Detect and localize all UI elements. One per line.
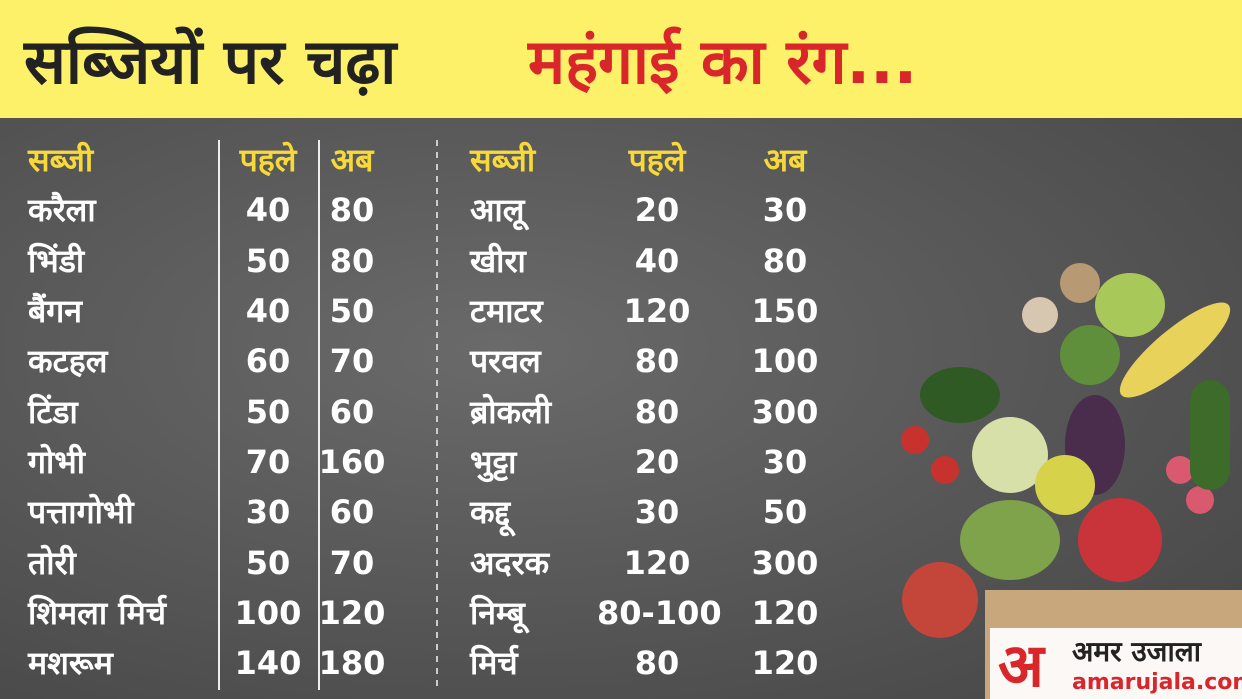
vegetable-name: पत्तागोभी — [28, 493, 134, 532]
vegetable-name: तोरी — [28, 543, 76, 582]
new-price: 300 — [751, 543, 819, 582]
old-price: 100 — [234, 593, 302, 632]
new-price: 50 — [329, 291, 375, 330]
new-price: 120 — [751, 593, 819, 632]
old-price: 140 — [234, 644, 302, 683]
lemon — [1035, 455, 1095, 515]
radish — [1186, 486, 1214, 514]
old-price: 40 — [634, 241, 680, 280]
old-price: 30 — [634, 493, 680, 532]
new-price: 80 — [329, 241, 375, 280]
title-part-1: सब्जियों पर चढ़ा — [24, 25, 397, 98]
old-price: 60 — [245, 342, 291, 381]
column-header: पहले — [628, 141, 686, 179]
new-price: 80 — [329, 191, 375, 230]
pepper — [1078, 498, 1162, 582]
new-price: 60 — [329, 493, 375, 532]
mushroom — [1022, 297, 1058, 333]
new-price: 120 — [751, 644, 819, 683]
new-price: 30 — [762, 191, 808, 230]
old-price: 120 — [623, 291, 691, 330]
new-price: 300 — [751, 392, 819, 431]
logo-mark: अ — [998, 631, 1044, 699]
new-price: 180 — [318, 644, 386, 683]
new-price: 60 — [329, 392, 375, 431]
old-price: 70 — [245, 442, 291, 481]
old-price: 50 — [245, 392, 291, 431]
vegetable-name: मिर्च — [470, 644, 518, 683]
logo: अ अमर उजाला amarujala.com — [990, 628, 1242, 699]
new-price: 70 — [329, 543, 375, 582]
old-price: 80 — [634, 392, 680, 431]
kohlrabi — [972, 417, 1048, 493]
new-price: 100 — [751, 342, 819, 381]
vegetable-name: खीरा — [470, 241, 526, 280]
vegetable-name: भिंडी — [28, 241, 85, 280]
vegetable-name: टिंडा — [28, 392, 78, 431]
old-price: 20 — [634, 442, 680, 481]
new-price: 30 — [762, 442, 808, 481]
new-price: 120 — [318, 593, 386, 632]
title-part-2: महंगाई का रंग... — [528, 25, 918, 98]
new-price: 70 — [329, 342, 375, 381]
radish — [1166, 456, 1194, 484]
vegetable-name: अदरक — [470, 543, 550, 582]
vegetable-name: गोभी — [28, 442, 86, 481]
new-price: 150 — [751, 291, 819, 330]
old-price: 80 — [634, 342, 680, 381]
vegetable-name: मशरूम — [28, 644, 113, 683]
banana — [1119, 302, 1231, 398]
old-price: 50 — [245, 241, 291, 280]
vegetable-name: टमाटर — [470, 291, 543, 330]
cherry-tomato — [901, 426, 929, 454]
column-header: सब्जी — [28, 141, 94, 179]
avocado — [920, 367, 1000, 423]
column-divider — [318, 140, 320, 690]
tomato — [902, 562, 978, 638]
old-price: 50 — [245, 543, 291, 582]
vegetable-name: भुट्टा — [470, 442, 517, 481]
broccoli — [1060, 325, 1120, 385]
old-price: 40 — [245, 191, 291, 230]
new-price: 50 — [762, 493, 808, 532]
header-band: सब्जियों पर चढ़ा महंगाई का रंग... — [0, 0, 1242, 118]
new-price: 160 — [318, 442, 386, 481]
old-price: 80 — [634, 644, 680, 683]
vegetable-name: बैंगन — [28, 291, 83, 330]
old-price: 40 — [245, 291, 291, 330]
vegetable-name: कटहल — [28, 342, 108, 381]
old-price: 20 — [634, 191, 680, 230]
lettuce — [960, 500, 1060, 580]
cucumber — [1190, 380, 1230, 490]
old-price: 120 — [623, 543, 691, 582]
logo-name: अमर उजाला — [1072, 635, 1201, 668]
vegetable-name: शिमला मिर्च — [28, 593, 167, 632]
vegetable-name: परवल — [470, 342, 541, 381]
column-header: अब — [763, 141, 807, 179]
vegetable-name: कद्दू — [470, 493, 511, 532]
vegetable-name: करैला — [28, 191, 96, 230]
column-header: सब्जी — [470, 141, 536, 179]
vegetable-name: निम्बू — [470, 593, 525, 632]
onion — [1060, 263, 1100, 303]
old-price: 80-100 — [597, 593, 722, 632]
old-price: 30 — [245, 493, 291, 532]
cherry-tomato — [931, 456, 959, 484]
vegetable-name: ब्रोकली — [470, 392, 552, 431]
logo-site: amarujala.com — [1072, 670, 1242, 695]
column-header: पहले — [239, 141, 297, 179]
column-header: अब — [330, 141, 374, 179]
vegetable-name: आलू — [470, 191, 525, 230]
apple — [1095, 273, 1165, 337]
column-divider — [218, 140, 220, 690]
new-price: 80 — [762, 241, 808, 280]
